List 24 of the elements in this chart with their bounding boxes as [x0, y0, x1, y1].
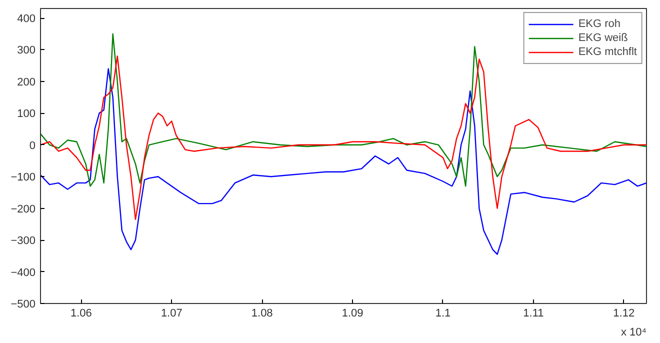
- legend-label: EKG mtchflt: [578, 45, 637, 59]
- y-tick-label: 200: [17, 76, 36, 88]
- y-tick-label: −500: [10, 298, 36, 310]
- y-tick-label: −200: [10, 203, 36, 216]
- text: x 10⁴: [620, 326, 647, 338]
- line-series: [40, 55, 646, 220]
- x-tick-label: 1.08: [251, 308, 273, 320]
- y-tick-label: −400: [10, 266, 36, 279]
- x-tick-label: 1.07: [160, 308, 182, 320]
- line-series: [40, 68, 646, 255]
- legend-label: EKG weiß: [578, 31, 628, 45]
- x-tick-label: 1.12: [613, 308, 635, 320]
- line-series: [40, 33, 646, 187]
- y-tick-label: −100: [10, 172, 36, 184]
- x-tick-label: 1.09: [342, 308, 364, 320]
- y-tick-label: 0: [29, 140, 36, 152]
- y-tick-label: 400: [17, 13, 36, 26]
- y-tick-label: 100: [17, 108, 36, 120]
- y-tick-label: 300: [17, 44, 36, 57]
- x-tick-label: 1.1: [435, 308, 451, 320]
- x-tick-label: 1.06: [70, 308, 92, 320]
- y-tick-label: −300: [10, 235, 36, 248]
- legend-label: EKG roh: [578, 17, 620, 31]
- x-tick-label: 1.11: [523, 308, 544, 320]
